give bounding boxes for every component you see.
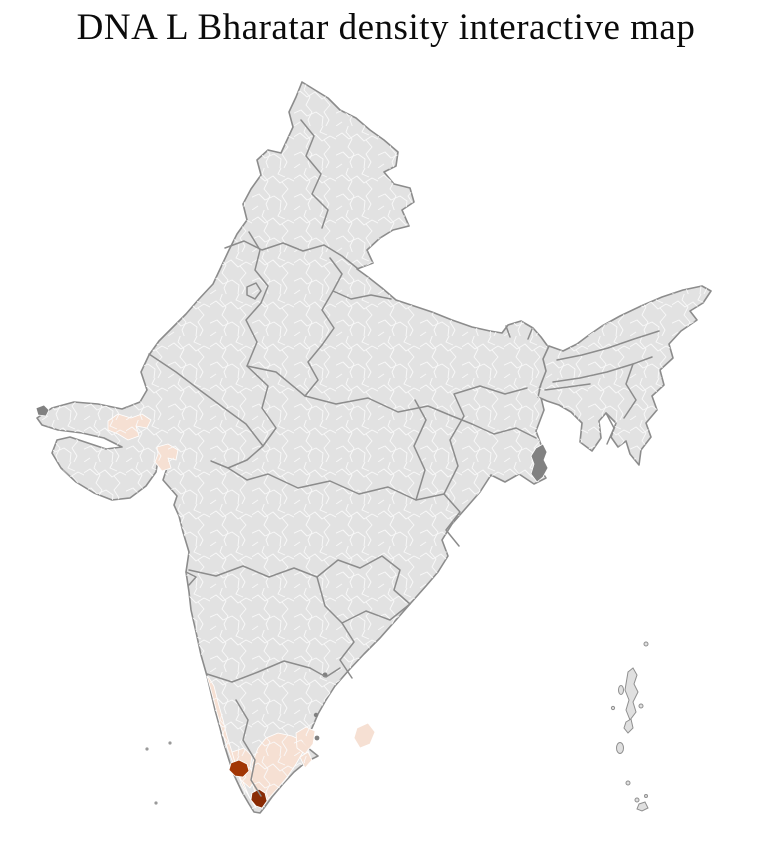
island-dot[interactable] bbox=[168, 741, 172, 745]
island-dot[interactable] bbox=[634, 797, 640, 803]
island-dot[interactable] bbox=[154, 801, 158, 805]
southern-tip-district[interactable] bbox=[250, 788, 268, 809]
map-title: DNA L Bharatar density interactive map bbox=[76, 7, 696, 48]
island-fragment[interactable] bbox=[618, 685, 624, 695]
highlighted-districts-dark[interactable] bbox=[35, 404, 549, 809]
andaman-south-island[interactable] bbox=[616, 742, 624, 754]
andaman-middle-island[interactable] bbox=[623, 718, 634, 734]
karaikal-enclave-dot[interactable] bbox=[314, 735, 320, 741]
island-dot[interactable] bbox=[610, 705, 616, 711]
island-dot[interactable] bbox=[638, 703, 644, 709]
island-dot[interactable] bbox=[643, 641, 649, 647]
nicobar-island[interactable] bbox=[636, 801, 649, 812]
andaman-main-island[interactable] bbox=[624, 667, 639, 722]
mainland-district-borders bbox=[37, 82, 557, 813]
island-dot[interactable] bbox=[644, 794, 648, 798]
kerala-mid-district[interactable] bbox=[228, 759, 250, 778]
ganges-delta-district[interactable] bbox=[530, 443, 549, 483]
northeast-district-borders bbox=[538, 286, 711, 465]
district-texture-overlay bbox=[37, 82, 711, 813]
lakshadweep-islands[interactable] bbox=[145, 741, 172, 805]
kutch-tip-district[interactable] bbox=[35, 404, 50, 417]
coastal-enclave-dot[interactable] bbox=[313, 712, 319, 718]
island-dot[interactable] bbox=[625, 780, 631, 786]
andaman-nicobar-islands[interactable] bbox=[610, 641, 649, 812]
tamil-nadu-delta-districts[interactable] bbox=[353, 722, 376, 749]
state-boundaries bbox=[148, 119, 660, 797]
island-dot[interactable] bbox=[145, 747, 149, 751]
